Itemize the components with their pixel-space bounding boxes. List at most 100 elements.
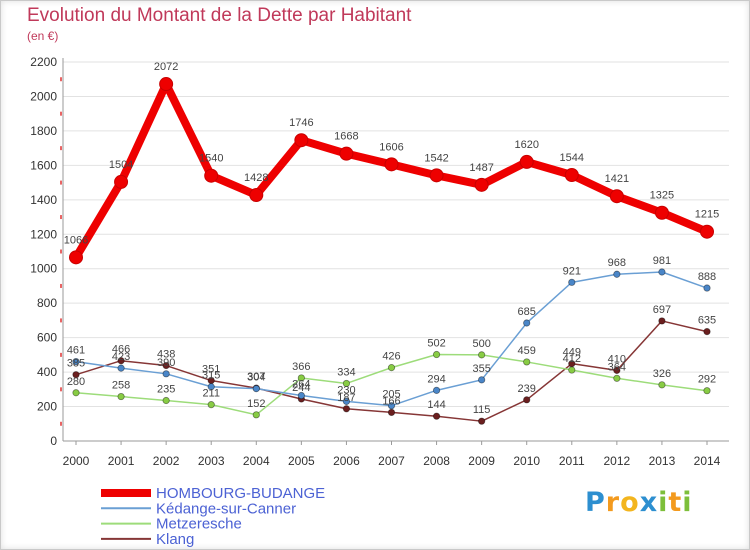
metzeresche-marker xyxy=(342,379,351,388)
metzeresche-data-label: 412 xyxy=(563,353,581,365)
metzeresche-marker xyxy=(478,351,486,359)
hombourg-budange-marker xyxy=(249,187,264,202)
hombourg-budange-marker xyxy=(564,168,579,183)
klang-data-label: 410 xyxy=(608,353,626,365)
metzeresche-data-label: 211 xyxy=(202,388,220,400)
y-tick-label: 1400 xyxy=(30,193,57,207)
legend-label: HOMBOURG-BUDANGE xyxy=(156,485,325,502)
kedange-sur-canner-marker xyxy=(342,397,351,405)
x-tick-label: 2002 xyxy=(153,454,180,468)
kedange-sur-canner-marker xyxy=(207,383,215,391)
kedange-sur-canner-data-label: 264 xyxy=(292,379,310,391)
y-tick-label: 2200 xyxy=(30,55,57,69)
klang-data-label: 466 xyxy=(112,344,130,356)
legend-item-klang: Klang xyxy=(101,531,194,548)
klang-marker xyxy=(117,357,125,365)
y-tick-label: 1800 xyxy=(30,124,57,138)
hombourg-budange-marker xyxy=(339,146,354,161)
metzeresche-marker xyxy=(432,350,441,359)
y-tick-label: 1000 xyxy=(30,262,57,276)
kedange-sur-canner-marker xyxy=(297,391,305,400)
klang-marker xyxy=(523,396,531,404)
x-tick-label: 2001 xyxy=(108,454,135,468)
kedange-sur-canner-marker xyxy=(703,284,711,292)
hombourg-budange-marker xyxy=(429,168,444,183)
legend-label: Klang xyxy=(156,531,194,548)
hombourg-budange-marker xyxy=(204,168,219,183)
metzeresche-data-label: 326 xyxy=(653,368,671,380)
kedange-sur-canner-data-label: 304 xyxy=(247,372,265,384)
hombourg-budange-data-label: 1215 xyxy=(695,209,719,221)
hombourg-budange-marker xyxy=(114,174,129,189)
metzeresche-data-label: 292 xyxy=(698,374,716,386)
metzeresche-data-label: 235 xyxy=(157,384,175,396)
hombourg-budange-data-label: 1325 xyxy=(650,190,674,202)
metzeresche-marker xyxy=(297,374,305,382)
logo-letter: P xyxy=(585,487,606,518)
kedange-sur-canner-data-label: 921 xyxy=(563,265,581,277)
chart-title: Evolution du Montant de la Dette par Hab… xyxy=(27,5,412,26)
metzeresche-data-label: 459 xyxy=(518,345,536,357)
metzeresche-marker xyxy=(387,364,396,372)
hombourg-budange-marker xyxy=(519,154,534,169)
klang-marker xyxy=(432,412,441,420)
logo-letter: t xyxy=(668,487,683,518)
klang-data-label: 449 xyxy=(563,347,581,359)
x-tick-labels: 2000 2001 2002 2003 2004 2005 2006 2007 2008 2009… xyxy=(63,441,721,468)
kedange-sur-canner-marker xyxy=(613,270,621,278)
metzeresche-marker xyxy=(117,392,125,401)
kedange-sur-canner-data-label: 888 xyxy=(698,271,716,283)
metzeresche-marker xyxy=(162,396,170,405)
klang-marker xyxy=(162,361,170,370)
x-tick-label: 2000 xyxy=(63,454,90,468)
metzeresche-series xyxy=(72,350,711,419)
klang-marker xyxy=(613,366,621,374)
hombourg-budange-marker xyxy=(69,250,83,265)
hombourg-budange-data-label: 1544 xyxy=(560,152,584,164)
legend-item-kedange-sur-canner: Kédange-sur-Canner xyxy=(101,500,296,517)
klang-marker xyxy=(703,328,711,336)
kedange-sur-canner-marker xyxy=(72,357,80,366)
klang-marker xyxy=(342,405,351,413)
chart-subtitle: (en €) xyxy=(27,29,59,43)
x-tick-label: 2005 xyxy=(288,454,315,468)
klang-data-label: 244 xyxy=(292,382,310,394)
metzeresche-marker xyxy=(658,381,666,389)
hombourg-budange-marker xyxy=(294,133,309,148)
kedange-sur-canner-data-label: 355 xyxy=(472,363,490,375)
x-tick-label: 2006 xyxy=(333,454,360,468)
kedange-sur-canner-marker xyxy=(387,402,396,410)
kedange-sur-canner-data-label: 390 xyxy=(157,357,175,369)
kedange-sur-canner-marker xyxy=(523,319,531,327)
metzeresche-marker xyxy=(252,411,260,419)
kedange-sur-canner-marker xyxy=(568,278,576,286)
kedange-sur-canner-data-label: 685 xyxy=(518,306,536,318)
metzeresche-marker xyxy=(72,389,80,397)
hombourg-budange-marker xyxy=(159,77,174,92)
metzeresche-marker xyxy=(568,366,576,374)
metzeresche-marker xyxy=(523,358,531,366)
x-tick-label: 2008 xyxy=(423,454,450,468)
metzeresche-data-label: 426 xyxy=(382,351,400,363)
legend-item-hombourg-budange: HOMBOURG-BUDANGE xyxy=(101,485,325,502)
x-tick-label: 2003 xyxy=(198,454,225,468)
hombourg-budange-series xyxy=(69,77,714,265)
x-tick-label: 2012 xyxy=(604,454,631,468)
klang-data-label: 239 xyxy=(518,383,536,395)
metzeresche-data-label: 364 xyxy=(608,361,626,373)
y-tick-label: 0 xyxy=(50,434,57,448)
x-tick-label: 2014 xyxy=(694,454,721,468)
metzeresche-data-label: 152 xyxy=(247,398,265,410)
hombourg-budange-data-label: 1606 xyxy=(379,141,403,153)
hombourg-budange-marker xyxy=(474,177,489,192)
kedange-sur-canner-data-label: 230 xyxy=(337,384,355,396)
logo-letter: o xyxy=(620,487,640,518)
klang-data-label: 351 xyxy=(202,364,220,376)
klang-marker xyxy=(658,317,666,325)
hombourg-budange-data-label: 1487 xyxy=(469,162,493,174)
legend-item-metzeresche: Metzeresche xyxy=(101,516,242,533)
metzeresche-marker xyxy=(703,387,711,395)
y-tick-label: 400 xyxy=(37,365,57,379)
